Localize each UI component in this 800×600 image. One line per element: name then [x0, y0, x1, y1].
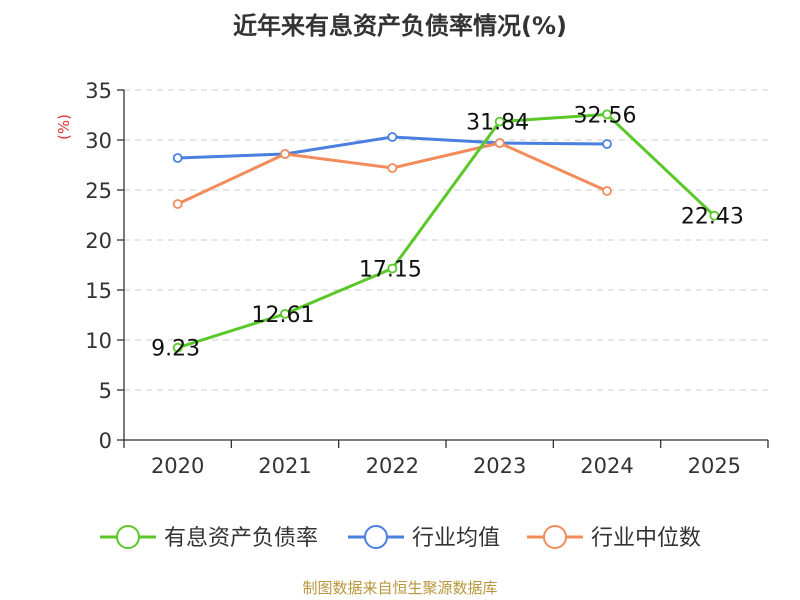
source-note: 制图数据来自恒生聚源数据库	[302, 579, 497, 597]
data-point	[602, 139, 612, 149]
data-point	[172, 199, 183, 209]
data-label: 31.84	[466, 111, 529, 136]
data-point	[172, 342, 183, 353]
data-point	[602, 109, 612, 120]
legend-label: 行业均值	[412, 526, 500, 551]
legend-marker	[364, 525, 388, 549]
x-tick-label: 2022	[366, 454, 419, 478]
data-point	[494, 138, 505, 148]
data-point	[387, 263, 398, 274]
data-point	[387, 132, 398, 142]
x-tick-label: 2025	[688, 454, 741, 478]
legend-marker	[116, 525, 140, 549]
y-tick-label: 20	[85, 229, 112, 253]
data-point	[387, 163, 398, 173]
y-tick-label: 25	[85, 179, 112, 203]
y-tick-label: 35	[85, 79, 112, 103]
data-point	[494, 116, 505, 127]
data-labels: 9.23 12.61 17.15 31.84 32.56 22.43	[151, 103, 744, 361]
legend: 有息资产负债率 行业均值 行业中位数	[100, 525, 701, 551]
data-label: 12.61	[252, 303, 315, 328]
data-label: 17.15	[359, 258, 422, 283]
legend-label: 有息资产负债率	[164, 526, 318, 551]
data-point	[172, 153, 183, 163]
chart-title: 近年来有息资产负债率情况(%)	[233, 12, 567, 40]
x-tick-label: 2024	[580, 454, 633, 478]
legend-label: 行业中位数	[591, 526, 701, 551]
data-label: 9.23	[151, 337, 200, 362]
x-tick-label: 2021	[258, 454, 311, 478]
series-line-0	[177, 112, 716, 350]
data-point	[280, 149, 290, 159]
x-tick-label: 2020	[151, 454, 204, 478]
y-axis-unit: (%)	[55, 114, 73, 140]
gridlines	[124, 89, 768, 391]
y-tick-label: 30	[85, 129, 112, 153]
data-point	[280, 308, 290, 319]
data-point	[602, 186, 612, 196]
series-line-2	[177, 141, 608, 206]
legend-marker	[543, 525, 567, 549]
y-tick-label: 0	[99, 429, 112, 453]
y-tick-label: 15	[85, 279, 112, 303]
series-lines	[172, 109, 720, 353]
x-tick-label: 2023	[473, 454, 526, 478]
data-label: 22.43	[681, 205, 744, 230]
data-label: 32.56	[574, 103, 637, 128]
data-point	[709, 210, 720, 221]
y-tick-label: 10	[85, 329, 112, 353]
y-tick-label: 5	[99, 379, 112, 403]
